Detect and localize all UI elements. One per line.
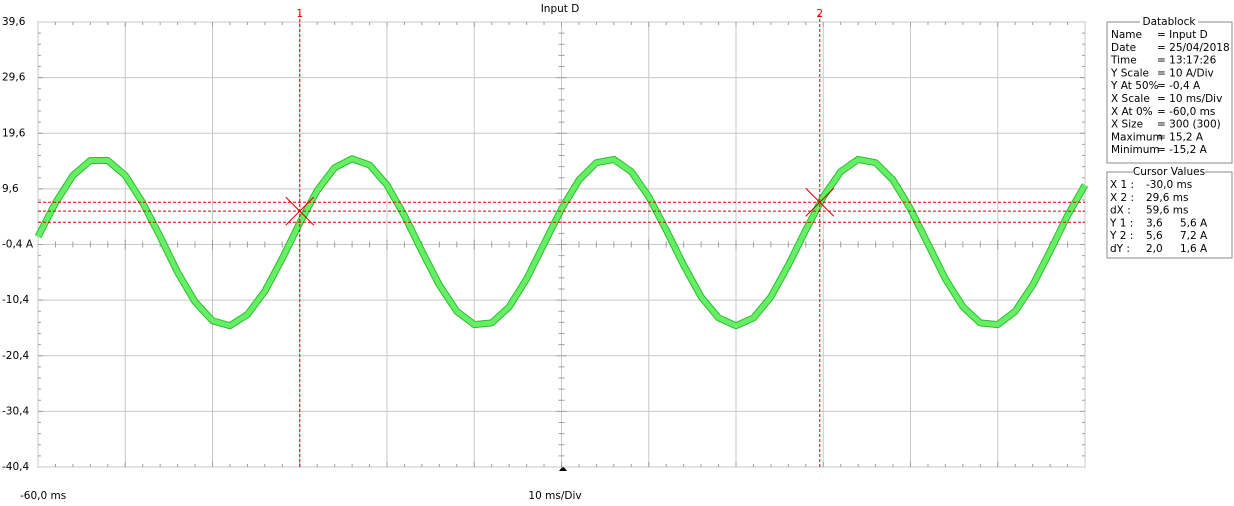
panel-text: Time: [1110, 55, 1137, 67]
panel-text: 59,6 ms: [1146, 205, 1188, 217]
panel-text: = 13:17:26: [1157, 55, 1217, 67]
panel-text: Y At 50%: [1110, 80, 1159, 92]
y-tick-label: 19,6: [2, 127, 26, 139]
panel-text: Y 2 :: [1109, 230, 1133, 242]
panel-text: X Scale: [1111, 93, 1150, 105]
y-tick-label: 29,6: [2, 72, 26, 84]
chart-title: Input D: [541, 3, 580, 15]
panel-text: Maximum: [1111, 131, 1163, 143]
panel-text: = 10 A/Div: [1157, 67, 1214, 79]
panel-text: 5,6: [1146, 230, 1163, 242]
panel-text: X 1 :: [1110, 179, 1134, 191]
cursor-label: 1: [296, 8, 303, 20]
datablock-box: [1106, 21, 1233, 164]
panel-text: = Input D: [1157, 29, 1208, 41]
panel-text: = -15,2 A: [1157, 144, 1208, 156]
panel-text: Name: [1111, 29, 1142, 41]
y-tick-label: -40,4: [2, 461, 29, 473]
cursor-cross: [285, 196, 315, 226]
panel-text: = -60,0 ms: [1157, 106, 1215, 118]
panel-text: Y Scale: [1110, 67, 1149, 79]
y-tick-label: -0,4 A: [2, 239, 34, 251]
panel-text: -30,0 ms: [1146, 179, 1192, 191]
cursor-cross: [805, 187, 835, 217]
panel-text: Y 1 :: [1109, 217, 1133, 229]
panel-text: dX :: [1110, 205, 1131, 217]
panel-text: Minimum: [1111, 144, 1160, 156]
x-tick-label: -60,0 ms: [20, 490, 66, 502]
y-tick-label: -20,4: [2, 350, 29, 362]
y-tick-label: 39,6: [2, 16, 26, 28]
panel-text: = 25/04/2018: [1157, 42, 1230, 54]
cursor-label: 2: [816, 8, 823, 20]
panel-text: 3,6: [1146, 217, 1163, 229]
panel-text: 2,0: [1146, 243, 1163, 255]
datablock-title: Datablock: [1143, 16, 1197, 28]
y-tick-label: 9,6: [2, 183, 19, 195]
panel-text: X At 0%: [1111, 106, 1153, 118]
panel-text: Date: [1111, 42, 1136, 54]
panel-text: = 15,2 A: [1157, 131, 1204, 143]
panel-text: X 2 :: [1110, 192, 1134, 204]
trace: [35, 156, 1088, 329]
y-tick-label: -10,4: [2, 294, 29, 306]
panel-text: = -0,4 A: [1157, 80, 1201, 92]
y-tick-label: -30,4: [2, 405, 29, 417]
cursor-values-title: Cursor Values: [1133, 166, 1205, 178]
panel-text: = 300 (300): [1157, 119, 1221, 131]
panel-text: 7,2 A: [1180, 230, 1208, 242]
panel-text: 5,6 A: [1180, 217, 1208, 229]
panel-text: dY :: [1110, 243, 1130, 255]
panel-text: = 10 ms/Div: [1157, 93, 1222, 105]
panel-text: 1,6 A: [1180, 243, 1208, 255]
panel-text: 29,6 ms: [1146, 192, 1188, 204]
x-axis-label: 10 ms/Div: [528, 490, 581, 502]
datablock-title-bg: [1140, 16, 1198, 28]
cursor-title-bg: [1133, 166, 1205, 178]
panel-text: X Size: [1111, 119, 1143, 131]
trigger-marker: [559, 466, 567, 471]
